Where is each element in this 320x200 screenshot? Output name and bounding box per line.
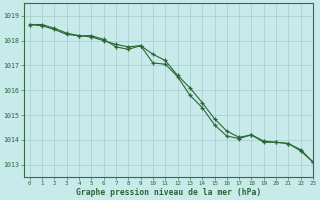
- X-axis label: Graphe pression niveau de la mer (hPa): Graphe pression niveau de la mer (hPa): [76, 188, 261, 197]
